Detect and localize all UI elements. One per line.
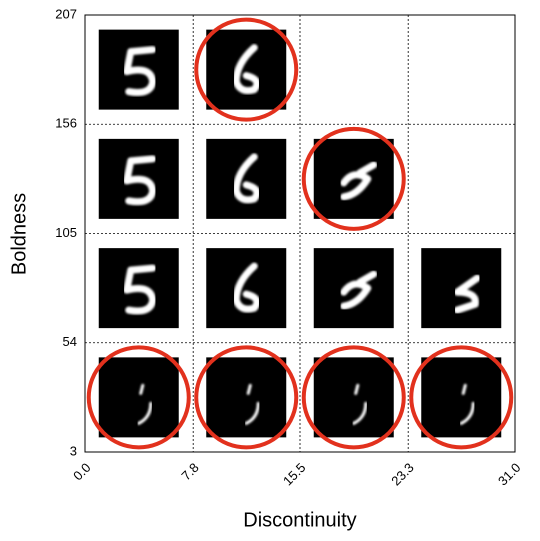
image-background (206, 138, 287, 219)
digit-stroke (352, 383, 368, 425)
digit-image (206, 357, 287, 438)
digit-stroke (232, 44, 261, 95)
image-background (206, 357, 287, 438)
x-tick-label: 31.0 (495, 460, 524, 489)
y-tick-label: 3 (70, 443, 77, 458)
y-tick-label: 207 (55, 6, 77, 21)
digit-stroke (123, 264, 157, 315)
digit-image (206, 138, 287, 219)
digit-image (206, 248, 287, 329)
y-tick-label: 54 (63, 334, 77, 349)
x-tick-label: 7.8 (178, 460, 201, 483)
highlight-circle (409, 345, 514, 450)
digit-image (313, 357, 394, 438)
digit-stroke (459, 383, 475, 425)
highlight-circle (86, 345, 191, 450)
digit-stroke (340, 270, 378, 310)
digit-stroke (244, 383, 260, 425)
digit-stroke (232, 153, 261, 204)
image-background (98, 357, 179, 438)
y-axis-title: Boldness (8, 193, 30, 275)
highlight-circle (194, 345, 299, 450)
highlight-circle (301, 345, 406, 450)
digit-stroke (340, 161, 378, 201)
digit-image (421, 357, 502, 438)
digit-image (98, 29, 179, 110)
digit-stroke (123, 46, 157, 96)
image-background (313, 357, 394, 438)
highlight-circle (194, 17, 299, 122)
digit-image (313, 138, 394, 219)
x-tick-label: 23.3 (388, 460, 417, 489)
digit-image (98, 138, 179, 219)
y-tick-label: 105 (55, 225, 77, 240)
y-tick-label: 156 (55, 116, 77, 131)
digit-stroke (453, 274, 481, 314)
digit-image (421, 248, 502, 329)
digit-image (98, 357, 179, 438)
image-background (421, 357, 502, 438)
digit-stroke (232, 262, 261, 313)
highlight-circle (301, 126, 406, 231)
digit-image (98, 248, 179, 329)
x-tick-label: 15.5 (280, 460, 309, 489)
digit-stroke (137, 383, 153, 425)
x-axis-title: Discontinuity (243, 509, 356, 531)
x-tick-label: 0.0 (70, 460, 93, 483)
digit-image (313, 248, 394, 329)
digit-stroke (123, 155, 157, 206)
image-background (206, 248, 287, 329)
digit-image (206, 29, 287, 110)
image-background (206, 29, 287, 110)
